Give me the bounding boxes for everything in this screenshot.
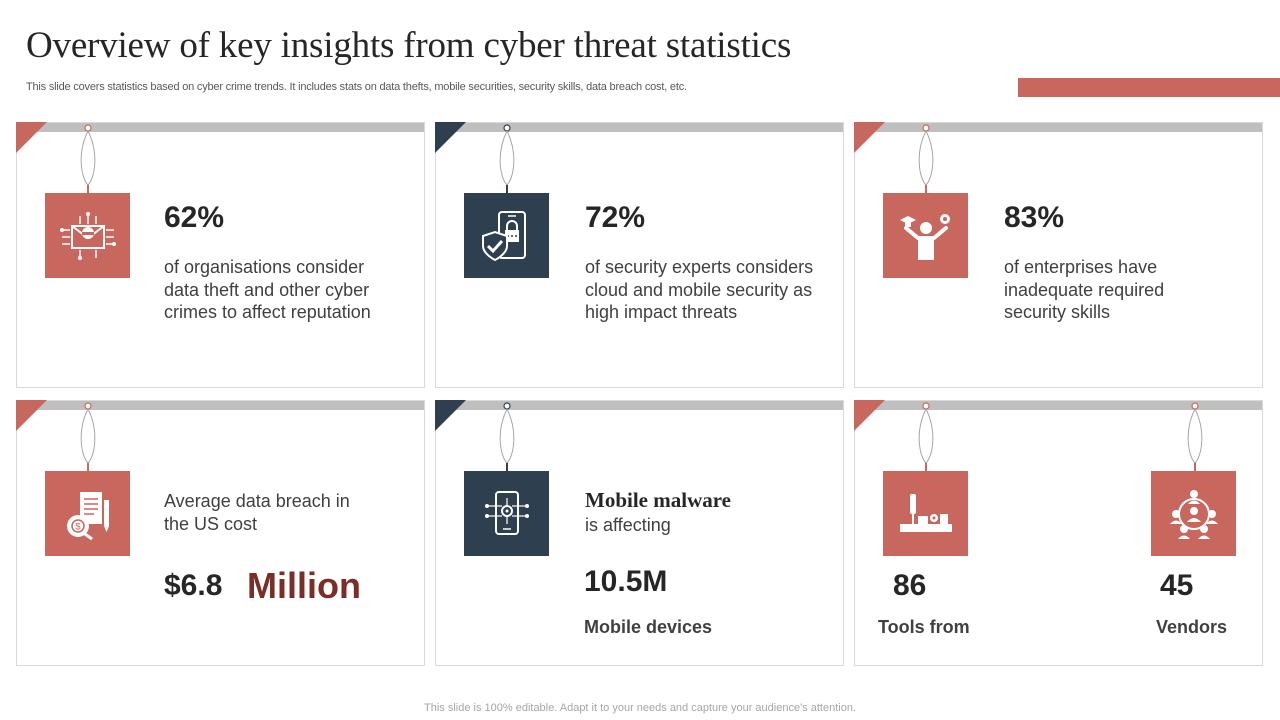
card-corner xyxy=(854,400,885,431)
footer-note: This slide is 100% editable. Adapt it to… xyxy=(424,702,856,714)
card-corner xyxy=(435,400,466,431)
malware-value: 10.5M xyxy=(584,565,668,598)
stat-card-security-skills: 83% of enterprises have inadequate requi… xyxy=(854,122,1263,388)
card-top-bar xyxy=(855,123,1262,132)
stat-value: 83% xyxy=(1004,201,1065,234)
desc-line: security skills xyxy=(1004,302,1111,322)
tag-string xyxy=(80,402,96,475)
malware-label: Mobile devices xyxy=(584,617,713,637)
desc-line: of enterprises have xyxy=(1004,257,1158,277)
stat-description: Average data breach in the US cost xyxy=(164,490,414,535)
tag-string xyxy=(918,402,934,475)
desc-line: cloud and mobile security as xyxy=(585,279,813,300)
page-subtitle: This slide covers statistics based on cy… xyxy=(26,81,687,93)
mobile-malware-icon xyxy=(464,471,549,556)
stat-description: of security experts considers cloud and … xyxy=(585,256,840,324)
card-top-bar xyxy=(17,123,424,132)
tag-string xyxy=(918,124,934,197)
vendors-icon xyxy=(1151,471,1236,556)
stat-description: of enterprises have inadequate required … xyxy=(1004,256,1244,324)
card-corner xyxy=(16,122,47,153)
svg-text:$: $ xyxy=(75,521,80,531)
stat-card-mobile-malware: Mobile malware is affecting 10.5M Mobile… xyxy=(435,400,844,666)
malware-heading: Mobile malware xyxy=(585,488,731,512)
stat-description: of organisations consider data theft and… xyxy=(164,256,414,324)
tag-string xyxy=(1187,402,1203,475)
card-corner xyxy=(854,122,885,153)
card-top-bar xyxy=(17,401,424,410)
mobile-security-icon xyxy=(464,193,549,278)
card-corner xyxy=(435,122,466,153)
stat-card-mobile-security: 72% of security experts considers cloud … xyxy=(435,122,844,388)
tag-string xyxy=(80,124,96,197)
tools-label: Tools from xyxy=(878,617,970,637)
card-top-bar xyxy=(855,401,1262,410)
breach-cost-icon: $ xyxy=(45,471,130,556)
tag-string xyxy=(499,124,515,197)
stat-value: 72% xyxy=(585,201,646,234)
desc-line: high impact threats xyxy=(585,302,738,322)
tag-string xyxy=(499,402,515,475)
tools-value: 86 xyxy=(893,569,927,602)
page-title: Overview of key insights from cyber thre… xyxy=(26,25,792,66)
accent-bar xyxy=(1018,78,1280,97)
desc-line: data theft and other cyber xyxy=(164,279,370,300)
security-skills-icon xyxy=(883,193,968,278)
desc-line: of security experts considers xyxy=(585,257,814,277)
desc-line: the US cost xyxy=(164,513,258,534)
desc-line: inadequate required xyxy=(1004,279,1165,300)
stat-card-data-theft: 62% of organisations consider data theft… xyxy=(16,122,425,388)
stat-card-breach-cost: $ Average data breach in the US cost $6.… xyxy=(16,400,425,666)
malware-line: is affecting xyxy=(585,515,671,535)
stat-card-tools-vendors: 86 Tools from 45 Vendors xyxy=(854,400,1263,666)
vendors-value: 45 xyxy=(1160,569,1194,602)
vendors-label: Vendors xyxy=(1156,617,1228,637)
data-theft-icon xyxy=(45,193,130,278)
cost-value: $6.8 xyxy=(164,569,223,602)
card-top-bar xyxy=(436,401,843,410)
card-top-bar xyxy=(436,123,843,132)
desc-line: crimes to affect reputation xyxy=(164,302,371,322)
card-corner xyxy=(16,400,47,431)
tools-icon xyxy=(883,471,968,556)
cost-unit: Million xyxy=(247,565,361,606)
desc-line: of organisations consider xyxy=(164,257,365,277)
stat-value: 62% xyxy=(164,201,225,234)
desc-line: Average data breach in xyxy=(164,491,350,511)
